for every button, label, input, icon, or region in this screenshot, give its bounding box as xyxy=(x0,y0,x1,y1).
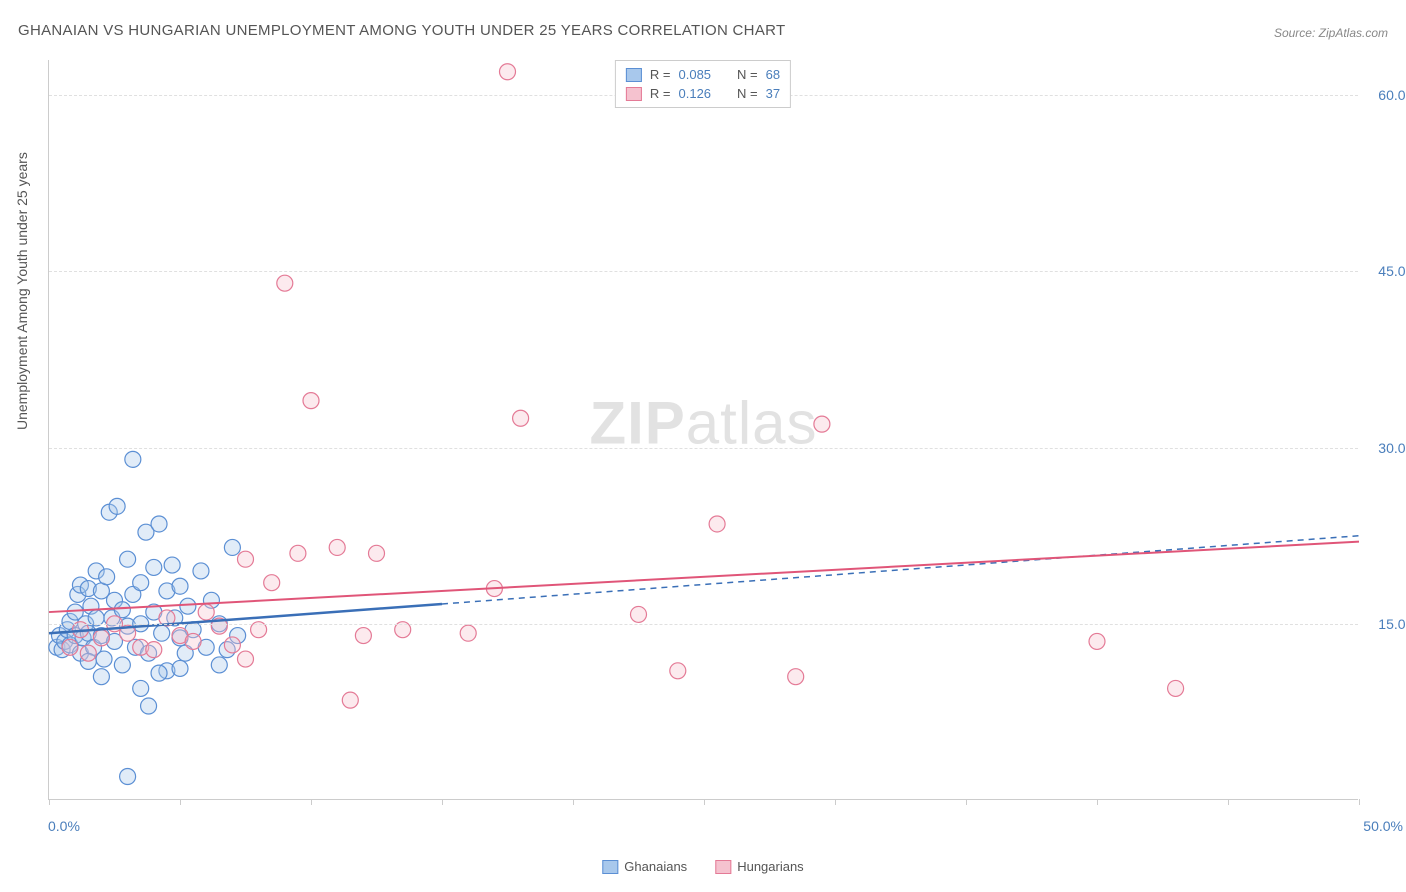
x-tick xyxy=(311,799,312,805)
scatter-point xyxy=(513,410,529,426)
scatter-point xyxy=(120,769,136,785)
x-tick xyxy=(180,799,181,805)
x-tick xyxy=(1359,799,1360,805)
legend-top-row: R = 0.085 N = 68 xyxy=(626,65,780,84)
scatter-point xyxy=(303,393,319,409)
scatter-point xyxy=(133,680,149,696)
scatter-point xyxy=(146,559,162,575)
scatter-point xyxy=(788,669,804,685)
legend-top: R = 0.085 N = 68 R = 0.126 N = 37 xyxy=(615,60,791,108)
x-tick xyxy=(442,799,443,805)
scatter-point xyxy=(670,663,686,679)
scatter-point xyxy=(198,604,214,620)
scatter-point xyxy=(172,578,188,594)
scatter-point xyxy=(93,669,109,685)
grid-line xyxy=(49,271,1358,272)
legend-r-label: R = xyxy=(650,67,671,82)
x-tick xyxy=(704,799,705,805)
scatter-point xyxy=(180,598,196,614)
scatter-point xyxy=(224,637,240,653)
scatter-point xyxy=(151,665,167,681)
scatter-point xyxy=(146,642,162,658)
scatter-point xyxy=(99,569,115,585)
scatter-point xyxy=(1168,680,1184,696)
chart-title: GHANAIAN VS HUNGARIAN UNEMPLOYMENT AMONG… xyxy=(18,22,785,39)
x-tick xyxy=(1097,799,1098,805)
scatter-point xyxy=(96,651,112,667)
legend-bottom-label: Hungarians xyxy=(737,859,804,874)
scatter-point xyxy=(133,575,149,591)
source-label: Source: ZipAtlas.com xyxy=(1274,26,1388,40)
scatter-point xyxy=(93,630,109,646)
legend-bottom-item: Ghanaians xyxy=(602,859,687,874)
scatter-point xyxy=(342,692,358,708)
legend-n-label: N = xyxy=(737,86,758,101)
scatter-point xyxy=(120,551,136,567)
scatter-point xyxy=(224,539,240,555)
scatter-point xyxy=(109,498,125,514)
legend-n-label: N = xyxy=(737,67,758,82)
y-tick-label: 30.0% xyxy=(1363,440,1406,456)
legend-r-label: R = xyxy=(650,86,671,101)
scatter-point xyxy=(631,606,647,622)
legend-swatch xyxy=(626,68,642,82)
x-tick xyxy=(966,799,967,805)
scatter-point xyxy=(62,639,78,655)
legend-swatch xyxy=(626,87,642,101)
plot-area: ZIPatlas 15.0%30.0%45.0%60.0% xyxy=(48,60,1358,800)
x-tick xyxy=(835,799,836,805)
y-axis-label: Unemployment Among Youth under 25 years xyxy=(14,152,30,430)
scatter-point xyxy=(125,451,141,467)
scatter-point xyxy=(185,633,201,649)
scatter-point xyxy=(154,625,170,641)
legend-swatch xyxy=(715,860,731,874)
x-tick-label: 50.0% xyxy=(1363,818,1403,834)
scatter-point xyxy=(172,660,188,676)
x-tick xyxy=(1228,799,1229,805)
y-tick-label: 45.0% xyxy=(1363,263,1406,279)
plot-svg xyxy=(49,60,1358,799)
legend-swatch xyxy=(602,860,618,874)
y-tick-label: 60.0% xyxy=(1363,87,1406,103)
x-tick-label: 0.0% xyxy=(48,818,80,834)
legend-n-value: 68 xyxy=(766,67,780,82)
scatter-point xyxy=(211,657,227,673)
scatter-point xyxy=(500,64,516,80)
scatter-point xyxy=(164,557,180,573)
scatter-point xyxy=(709,516,725,532)
scatter-point xyxy=(290,545,306,561)
scatter-point xyxy=(329,539,345,555)
legend-bottom-item: Hungarians xyxy=(715,859,804,874)
scatter-point xyxy=(355,628,371,644)
scatter-point xyxy=(80,645,96,661)
scatter-point xyxy=(460,625,476,641)
legend-bottom-label: Ghanaians xyxy=(624,859,687,874)
legend-top-row: R = 0.126 N = 37 xyxy=(626,84,780,103)
legend-n-value: 37 xyxy=(766,86,780,101)
x-tick xyxy=(49,799,50,805)
legend-r-value: 0.085 xyxy=(678,67,711,82)
scatter-point xyxy=(1089,633,1105,649)
scatter-point xyxy=(369,545,385,561)
legend-r-value: 0.126 xyxy=(678,86,711,101)
regression-line-dashed xyxy=(442,536,1359,604)
scatter-point xyxy=(193,563,209,579)
scatter-point xyxy=(114,657,130,673)
x-tick xyxy=(573,799,574,805)
scatter-point xyxy=(141,698,157,714)
scatter-point xyxy=(114,602,130,618)
scatter-point xyxy=(814,416,830,432)
y-tick-label: 15.0% xyxy=(1363,616,1406,632)
legend-bottom: Ghanaians Hungarians xyxy=(602,859,803,874)
scatter-point xyxy=(277,275,293,291)
scatter-point xyxy=(264,575,280,591)
scatter-point xyxy=(151,516,167,532)
scatter-point xyxy=(238,651,254,667)
grid-line xyxy=(49,448,1358,449)
scatter-point xyxy=(238,551,254,567)
grid-line xyxy=(49,624,1358,625)
